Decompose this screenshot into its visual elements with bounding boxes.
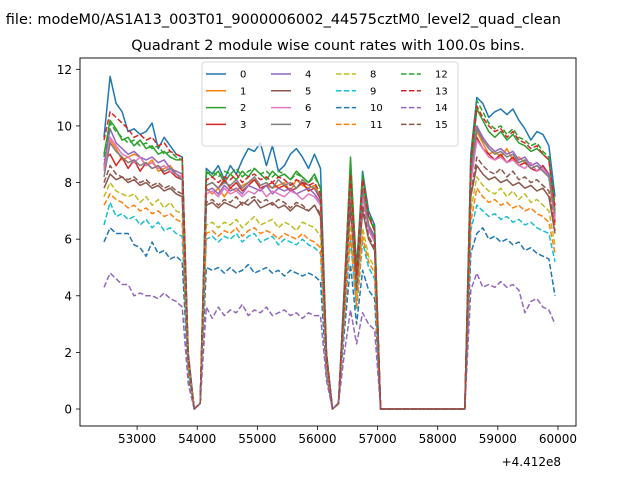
chart-title: Quadrant 2 module wise count rates with … xyxy=(131,38,525,54)
x-tick-label: 57000 xyxy=(359,432,397,446)
series-line-14 xyxy=(103,272,556,410)
legend-label-8: 8 xyxy=(370,70,376,81)
legend-label-3: 3 xyxy=(240,120,246,131)
y-tick-label: 8 xyxy=(64,176,72,190)
legend-label-1: 1 xyxy=(240,86,246,97)
legend-label-2: 2 xyxy=(240,103,246,114)
x-tick-label: 56000 xyxy=(298,432,336,446)
legend-label-14: 14 xyxy=(435,103,448,114)
x-axis-offset-label: +4.412e8 xyxy=(502,455,561,469)
legend-label-9: 9 xyxy=(370,86,376,97)
x-axis: 53000 54000 55000 56000 57000 58000 59000 60000 xyxy=(118,426,577,446)
series-line-10 xyxy=(103,227,556,410)
legend-label-0: 0 xyxy=(240,70,246,81)
y-tick-label: 2 xyxy=(64,346,72,360)
legend-label-12: 12 xyxy=(435,70,448,81)
series-line-11 xyxy=(103,187,556,410)
legend-label-5: 5 xyxy=(305,86,311,97)
x-tick-label: 55000 xyxy=(238,432,276,446)
x-tick-label: 58000 xyxy=(419,432,457,446)
x-tick-label: 60000 xyxy=(539,432,577,446)
plot-lines xyxy=(103,75,556,410)
plot-frame xyxy=(79,57,577,427)
y-tick-label: 0 xyxy=(64,403,72,417)
legend-box xyxy=(201,61,459,147)
y-tick-label: 12 xyxy=(57,63,72,77)
y-tick-label: 6 xyxy=(64,233,72,247)
y-axis: 0 2 4 6 8 10 12 xyxy=(57,63,80,417)
legend-label-13: 13 xyxy=(435,86,448,97)
legend-label-6: 6 xyxy=(305,103,311,114)
legend-label-11: 11 xyxy=(370,120,383,131)
x-tick-label: 53000 xyxy=(118,432,156,446)
y-tick-label: 10 xyxy=(57,119,72,133)
series-line-15 xyxy=(103,156,556,410)
legend-label-10: 10 xyxy=(370,103,383,114)
legend-label-15: 15 xyxy=(435,120,448,131)
x-tick-label: 59000 xyxy=(479,432,517,446)
legend-label-4: 4 xyxy=(305,70,311,81)
y-tick-label: 4 xyxy=(64,289,72,303)
figure-suptitle: n file: modeM0/AS1A13_003T01_9000006002_… xyxy=(0,12,561,28)
legend-label-7: 7 xyxy=(305,120,311,131)
x-tick-label: 54000 xyxy=(178,432,216,446)
